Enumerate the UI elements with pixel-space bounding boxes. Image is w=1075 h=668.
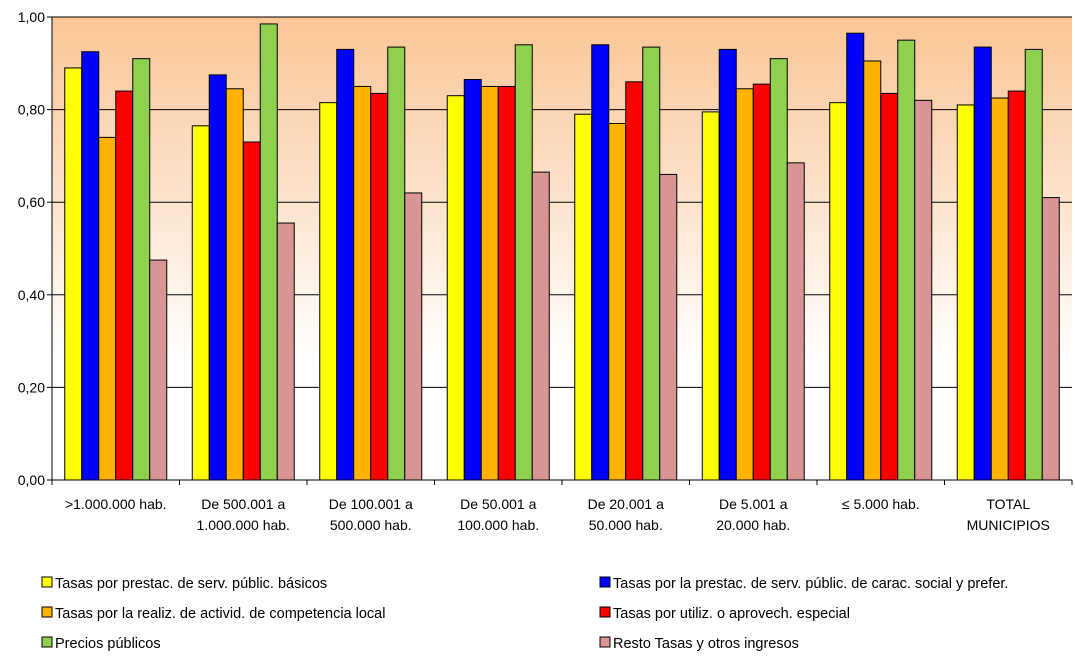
y-tick-label: 0,20 — [18, 379, 45, 395]
bar — [404, 192, 423, 481]
y-tick-label: 0,40 — [18, 287, 45, 303]
bar — [786, 162, 805, 481]
bar — [846, 32, 865, 481]
bar — [387, 46, 406, 481]
bar — [642, 46, 661, 481]
bar — [608, 122, 627, 481]
bar — [242, 141, 261, 481]
bar — [625, 81, 644, 481]
bar — [98, 136, 117, 481]
legend-swatch — [41, 606, 53, 618]
bar — [659, 173, 678, 481]
legend-swatch — [599, 606, 611, 618]
bar — [514, 44, 533, 481]
axes — [47, 16, 1073, 485]
bar — [829, 102, 848, 481]
bar — [531, 171, 550, 481]
bar — [149, 259, 168, 481]
x-tick-label: TOTAL MUNICIPIOS — [967, 496, 1050, 533]
x-tick-label: De 100.001 a 500.000 hab. — [329, 496, 413, 533]
bar — [446, 95, 465, 481]
legend-label: Tasas por la prestac. de serv. públic. d… — [613, 576, 1008, 592]
y-tick-labels: 0,00 0,20 0,40 0,60 0,80 1,00 — [18, 9, 45, 488]
bar — [225, 88, 244, 481]
legend-swatch — [599, 576, 611, 588]
legend-swatch — [599, 636, 611, 648]
x-tick-label: De 5.001 a 20.000 hab. — [716, 496, 790, 533]
legend-label: Resto Tasas y otros ingresos — [613, 636, 799, 652]
bar — [370, 92, 389, 481]
y-tick-label: 1,00 — [18, 9, 45, 25]
bar — [880, 92, 899, 481]
bar — [191, 125, 210, 481]
bar — [914, 99, 933, 481]
bar — [701, 111, 720, 481]
y-tick-label: 0,00 — [18, 472, 45, 488]
bar — [956, 104, 975, 481]
legend-item: Tasas por prestac. de serv. públic. bási… — [41, 576, 327, 592]
legend-label: Tasas por utiliz. o aprovech. especial — [613, 606, 850, 622]
bar — [752, 83, 771, 481]
bar — [259, 23, 278, 481]
bar — [735, 88, 754, 481]
bar — [276, 222, 295, 481]
bar — [574, 113, 593, 481]
bar — [973, 46, 992, 481]
bar — [336, 48, 355, 481]
legend-label: Tasas por prestac. de serv. públic. bási… — [55, 576, 327, 592]
y-tick-label: 0,80 — [18, 102, 45, 118]
x-tick-label: >1.000.000 hab. — [65, 496, 167, 512]
legend-item: Resto Tasas y otros ingresos — [599, 636, 799, 652]
legend-item: Precios públicos — [41, 636, 161, 652]
legend-item: Tasas por la prestac. de serv. públic. d… — [599, 576, 1008, 592]
x-tick-label: De 500.001 a 1.000.000 hab. — [197, 496, 290, 533]
bar — [990, 97, 1009, 481]
y-tick-label: 0,60 — [18, 194, 45, 210]
bar — [769, 58, 788, 481]
legend: Tasas por prestac. de serv. públic. bási… — [41, 576, 1008, 652]
bar — [1041, 197, 1060, 481]
bar — [1024, 48, 1043, 481]
bar — [497, 85, 516, 481]
bar — [132, 58, 151, 481]
bar — [353, 85, 372, 481]
x-tick-label: De 50.001 a 100.000 hab. — [457, 496, 539, 533]
bar — [897, 39, 916, 481]
legend-item: Tasas por utiliz. o aprovech. especial — [599, 606, 850, 622]
bar — [480, 85, 499, 481]
bar — [463, 79, 482, 481]
bars — [64, 23, 1060, 481]
legend-label: Precios públicos — [55, 636, 161, 652]
legend-swatch — [41, 576, 53, 588]
bar — [115, 90, 134, 481]
bar — [1007, 90, 1026, 481]
bar — [81, 51, 100, 481]
legend-item: Tasas por la realiz. de activid. de comp… — [41, 606, 385, 622]
bar — [863, 60, 882, 481]
bar — [208, 74, 227, 481]
bar — [718, 48, 737, 481]
legend-swatch — [41, 636, 53, 648]
bar — [64, 67, 83, 481]
x-tick-label: ≤ 5.000 hab. — [842, 496, 920, 512]
x-tick-label: De 20.001 a 50.000 hab. — [588, 496, 664, 533]
legend-label: Tasas por la realiz. de activid. de comp… — [55, 606, 385, 622]
x-tick-labels: >1.000.000 hab. De 500.001 a 1.000.000 hab… — [65, 496, 1050, 533]
bar — [319, 102, 338, 481]
bar — [591, 44, 610, 481]
